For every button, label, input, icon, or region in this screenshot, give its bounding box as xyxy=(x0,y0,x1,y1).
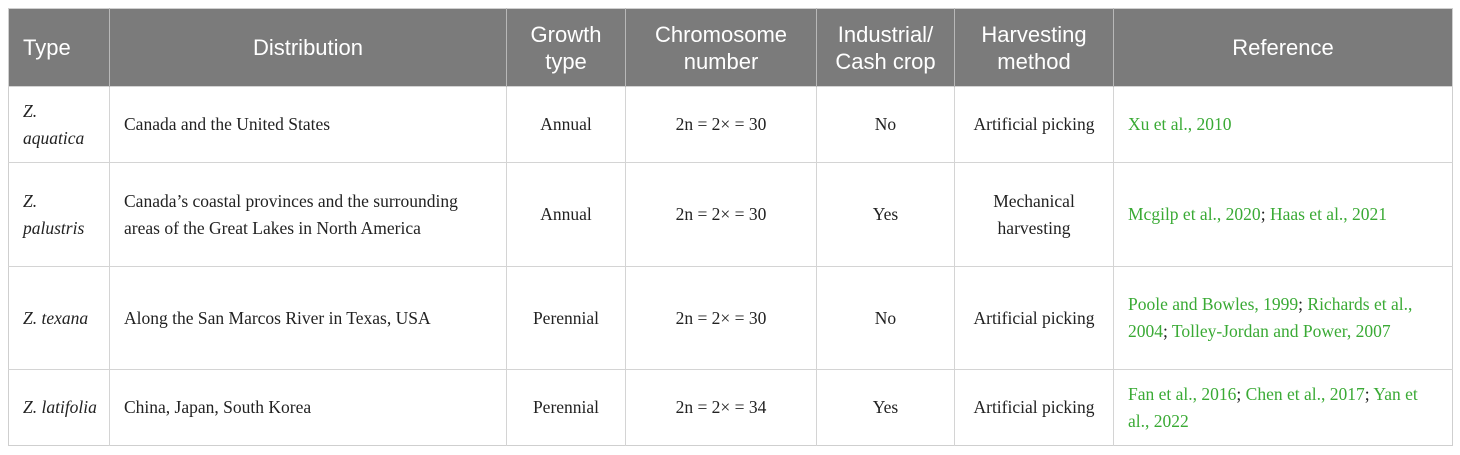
table-row: Z. palustris Canada’s coastal provinces … xyxy=(8,162,1453,267)
cell-harvesting-method: Artificial picking xyxy=(954,86,1114,163)
reference-separator: ; xyxy=(1364,383,1374,404)
table-row: Z. aquatica Canada and the United States… xyxy=(8,86,1453,163)
header-harvesting-method: Harvesting method xyxy=(954,8,1114,87)
reference-separator: ; xyxy=(1260,204,1270,224)
reference-separator: ; xyxy=(1298,294,1308,314)
header-reference: Reference xyxy=(1113,8,1453,87)
cell-distribution: Canada’s coastal provinces and the surro… xyxy=(109,162,507,267)
reference-link[interactable]: Fan et al., 2016 xyxy=(1128,383,1237,404)
header-distribution: Distribution xyxy=(109,8,507,87)
cell-reference: Fan et al., 2016; Chen et al., 2017; Yan… xyxy=(1113,369,1453,446)
reference-separator: ; xyxy=(1163,321,1172,341)
species-table: Type Distribution Growth type Chromosome… xyxy=(8,8,1453,446)
cell-harvesting-method: Artificial picking xyxy=(954,266,1114,370)
cell-growth-type: Perennial xyxy=(506,369,626,446)
cell-chromosome-number: 2n = 2× = 30 xyxy=(625,266,817,370)
cell-growth-type: Annual xyxy=(506,86,626,163)
reference-link[interactable]: Xu et al., 2010 xyxy=(1128,114,1232,134)
table-row: Z. latifolia China, Japan, South Korea P… xyxy=(8,369,1453,446)
reference-link[interactable]: Poole and Bowles, 1999 xyxy=(1128,294,1299,314)
cell-harvesting-method: Artificial picking xyxy=(954,369,1114,446)
table-row: Z. texana Along the San Marcos River in … xyxy=(8,266,1453,370)
cell-type: Z. palustris xyxy=(8,162,110,267)
cell-type: Z. latifolia xyxy=(8,369,110,446)
cell-type: Z. texana xyxy=(8,266,110,370)
cell-chromosome-number: 2n = 2× = 34 xyxy=(625,369,817,446)
reference-link[interactable]: Mcgilp et al., 2020 xyxy=(1128,204,1261,224)
header-type: Type xyxy=(8,8,110,87)
reference-separator: ; xyxy=(1236,383,1246,404)
cell-cash-crop: No xyxy=(816,86,955,163)
cell-cash-crop: Yes xyxy=(816,162,955,267)
cell-cash-crop: Yes xyxy=(816,369,955,446)
cell-growth-type: Annual xyxy=(506,162,626,267)
cell-distribution: China, Japan, South Korea xyxy=(109,369,507,446)
reference-link[interactable]: Yan et al., 2022 xyxy=(1128,383,1418,431)
cell-chromosome-number: 2n = 2× = 30 xyxy=(625,162,817,267)
reference-link[interactable]: Richards et al., 2004 xyxy=(1128,294,1413,341)
reference-link[interactable]: Haas et al., 2021 xyxy=(1269,204,1388,224)
cell-distribution: Canada and the United States xyxy=(109,86,507,163)
cell-growth-type: Perennial xyxy=(506,266,626,370)
header-chromosome-number: Chromosome number xyxy=(625,8,817,87)
reference-link[interactable]: Tolley-Jordan and Power, 2007 xyxy=(1171,321,1391,341)
cell-type: Z. aquatica xyxy=(8,86,110,163)
cell-reference: Mcgilp et al., 2020; Haas et al., 2021 xyxy=(1113,162,1453,267)
header-growth-type: Growth type xyxy=(506,8,626,87)
cell-cash-crop: No xyxy=(816,266,955,370)
header-row: Type Distribution Growth type Chromosome… xyxy=(8,8,1453,87)
cell-harvesting-method: Mechanical harvesting xyxy=(954,162,1114,267)
cell-distribution: Along the San Marcos River in Texas, USA xyxy=(109,266,507,370)
cell-chromosome-number: 2n = 2× = 30 xyxy=(625,86,817,163)
cell-reference: Poole and Bowles, 1999; Richards et al.,… xyxy=(1113,266,1453,370)
cell-reference: Xu et al., 2010 xyxy=(1113,86,1453,163)
reference-link[interactable]: Chen et al., 2017 xyxy=(1245,383,1365,404)
header-cash-crop: Industrial/ Cash crop xyxy=(816,8,955,87)
